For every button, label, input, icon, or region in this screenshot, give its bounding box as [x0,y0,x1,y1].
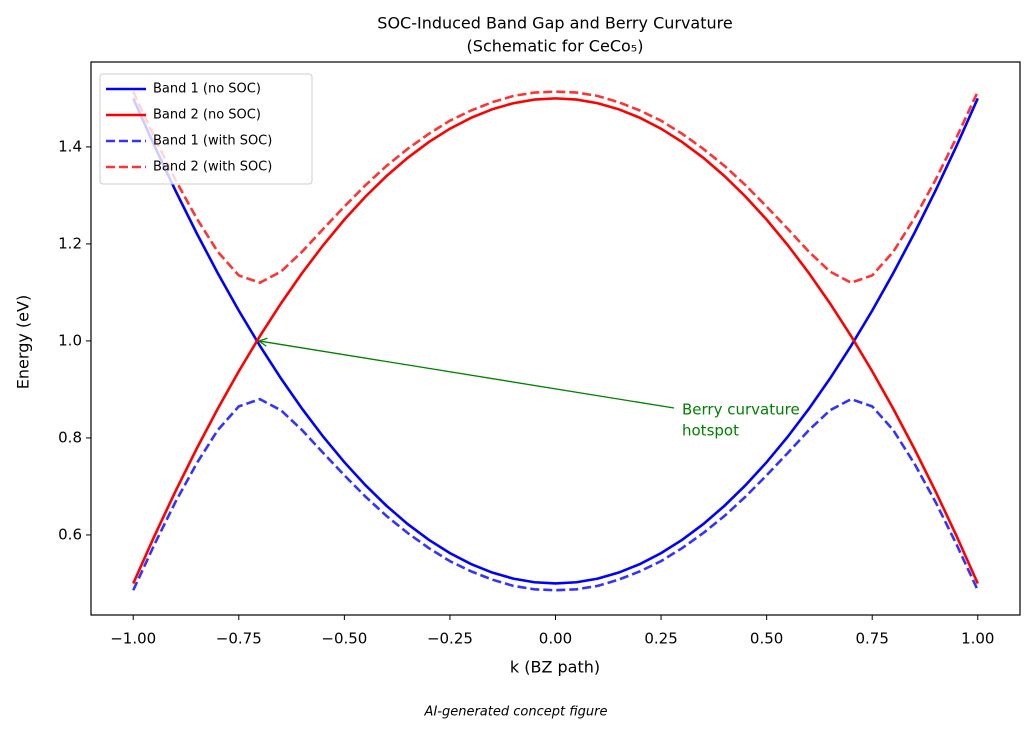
series-line [132,90,979,285]
y-axis-label: Energy (eV) [14,295,33,389]
legend-label: Band 1 (no SOC) [153,82,261,97]
series-line [132,97,979,585]
x-tick-label: 1.00 [961,630,994,648]
legend-box [99,73,313,185]
y-tick-label: 1.2 [58,234,82,252]
x-tick-label: −0.75 [216,630,262,648]
x-tick-label: −1.00 [110,630,156,648]
x-tick-label: 0.75 [856,630,889,648]
legend-label: Band 2 (no SOC) [153,108,261,123]
y-tick-label: 1.0 [58,331,82,349]
y-tick-label: 0.8 [58,428,82,446]
series-line [132,397,979,592]
legend-label: Band 1 (with SOC) [153,134,272,149]
legend-label: Band 2 (with SOC) [153,160,272,175]
chart-title: SOC-Induced Band Gap and Berry Curvature [377,14,732,33]
x-tick-label: −0.50 [321,630,367,648]
plot-frame [90,61,1021,616]
annotation-text: hotspot [682,422,739,440]
y-tick-label: 0.6 [58,525,82,543]
annotation-arrow [259,341,675,409]
series-line [132,97,979,584]
x-axis-label: k (BZ path) [510,658,600,677]
x-tick-label: 0.00 [539,630,572,648]
x-tick-label: 0.25 [644,630,677,648]
x-tick-label: −0.25 [427,630,473,648]
y-tick-label: 1.4 [58,137,82,155]
x-tick-label: 0.50 [750,630,783,648]
footer: AI-generated concept figure [424,705,608,720]
annotation-text: Berry curvature [682,401,800,419]
chart-subtitle: (Schematic for CeCo₅) [467,37,644,56]
